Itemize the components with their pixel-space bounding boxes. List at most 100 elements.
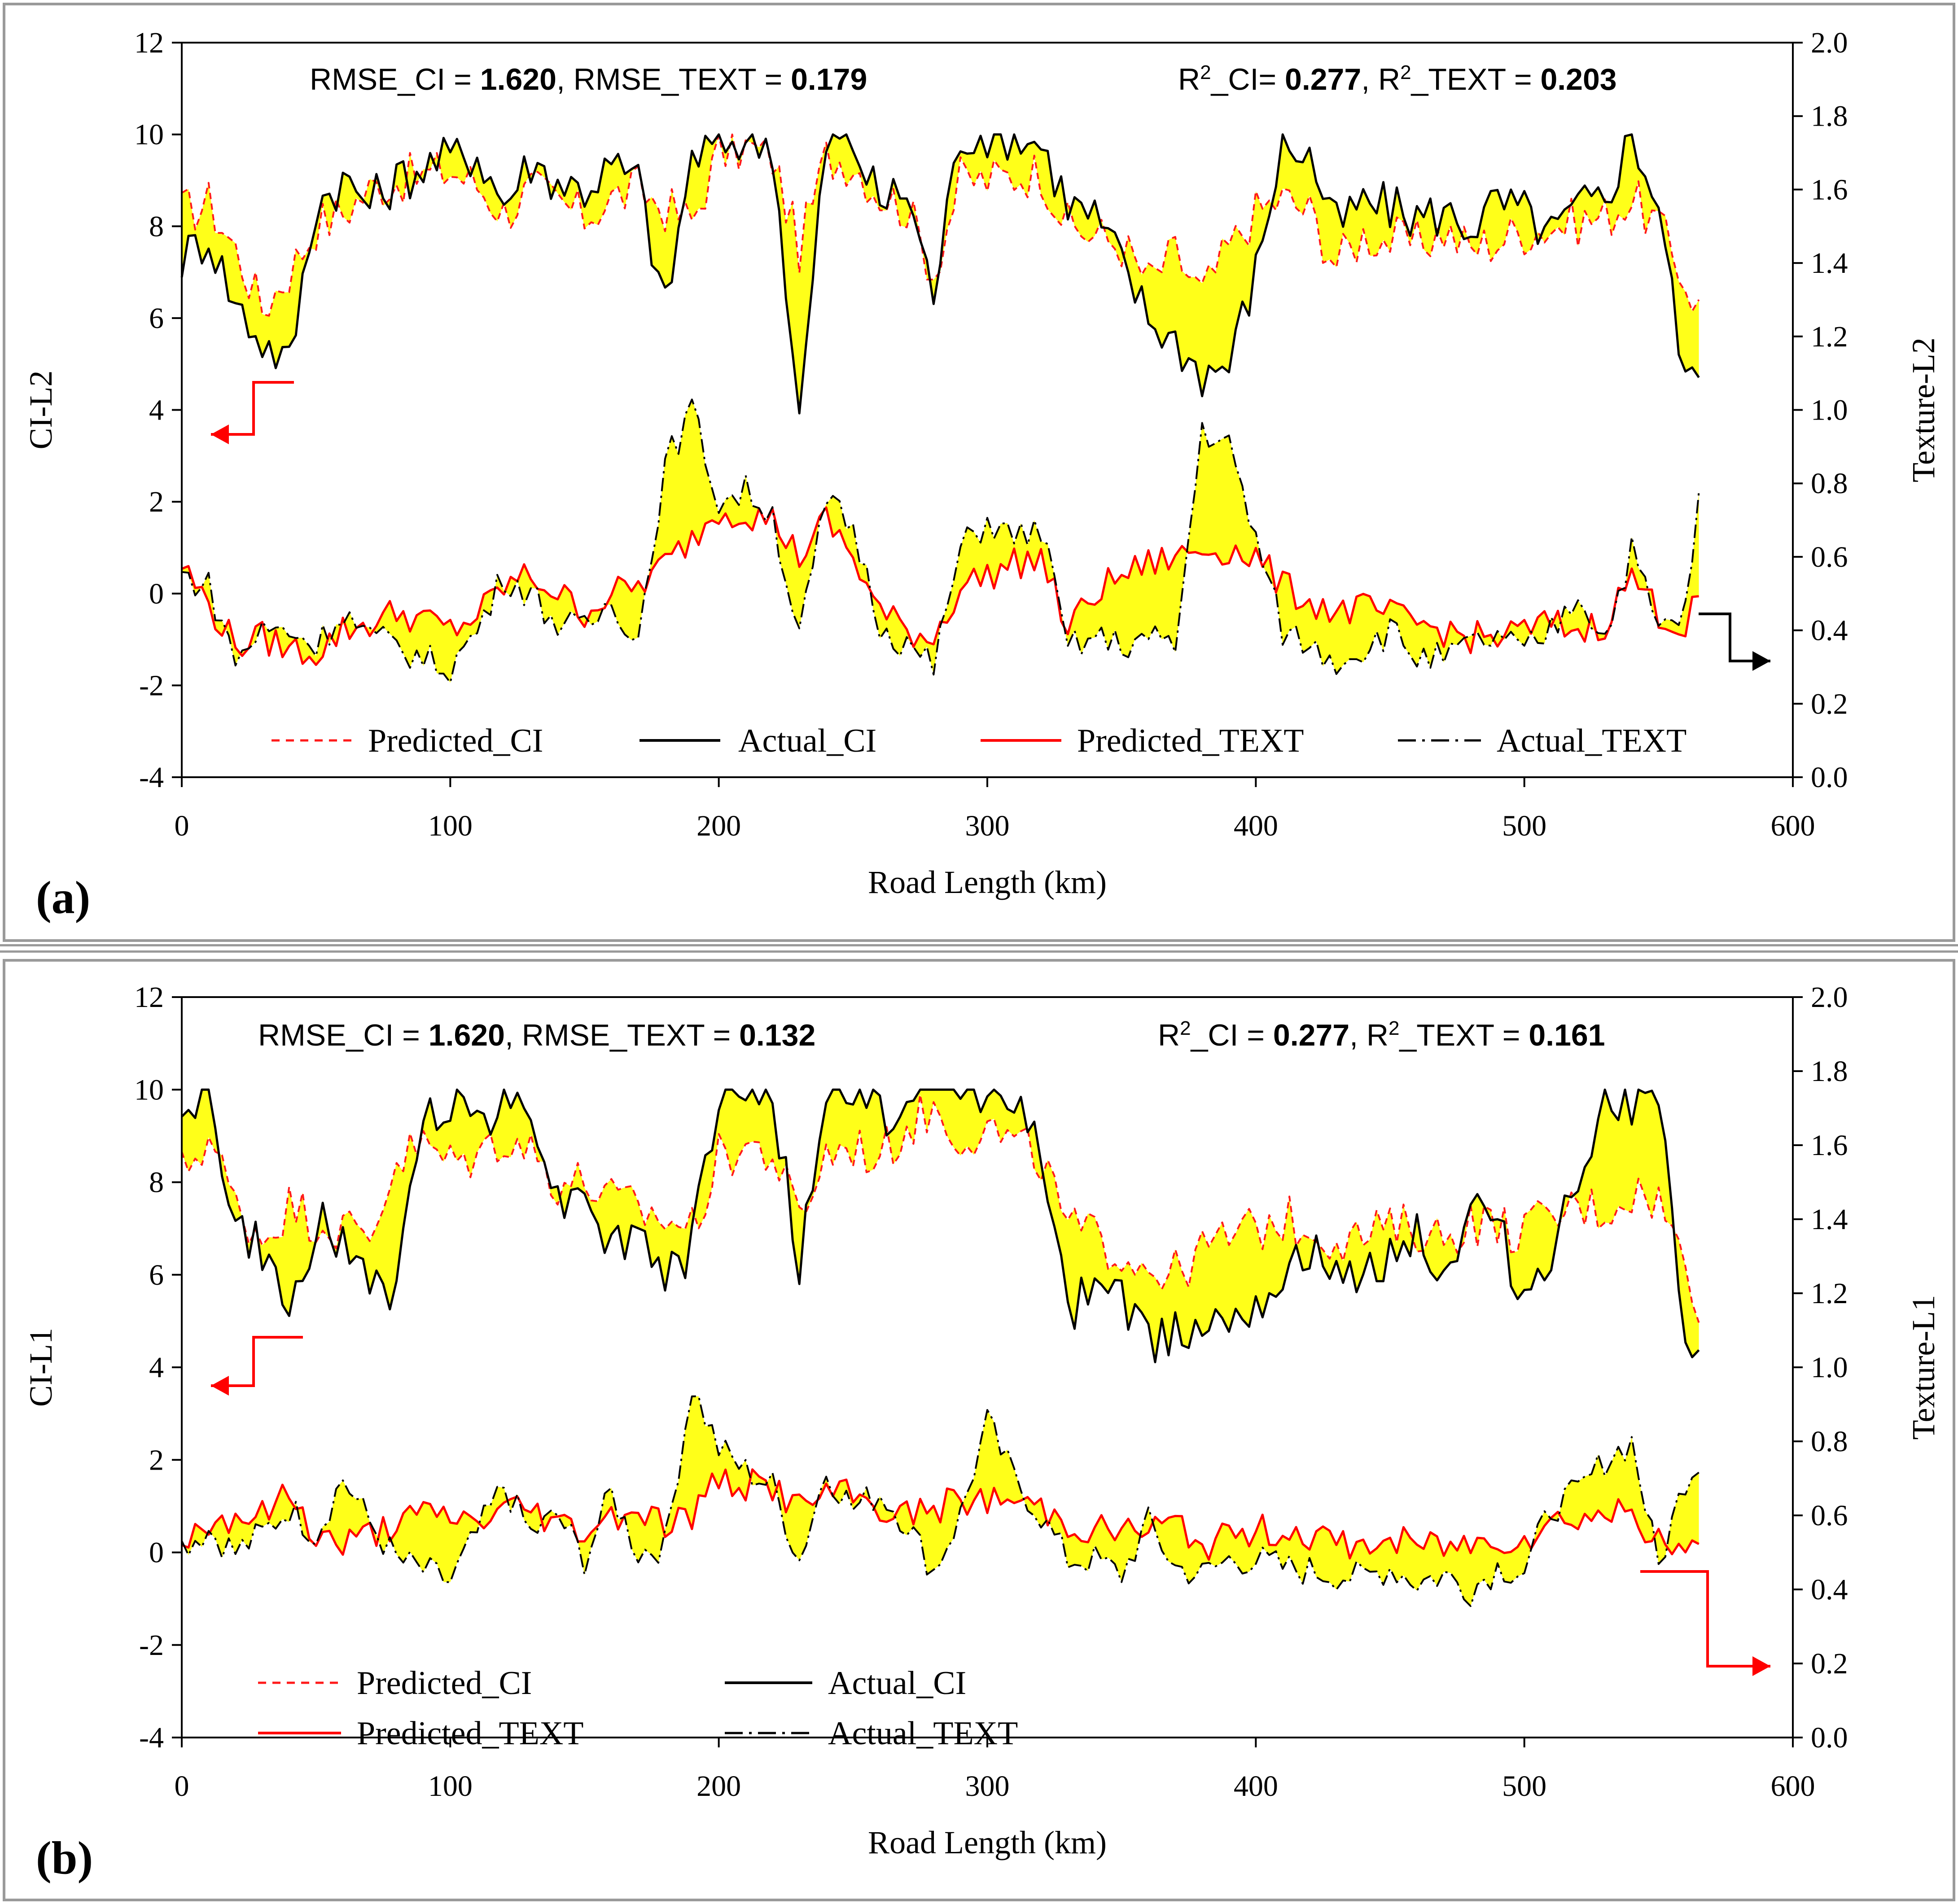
y2-tick-label: 1.4 <box>1811 1203 1848 1236</box>
y-tick-label: 0 <box>149 578 164 610</box>
y2-tick-label: 1.4 <box>1811 247 1848 280</box>
rmse-ci-label: RMSE_CI = <box>310 62 480 96</box>
x-tick-label: 100 <box>428 810 473 842</box>
left-axis-arrow <box>211 1336 303 1387</box>
text-difference-fill <box>182 399 1699 683</box>
predicted-ci-line <box>181 133 1700 317</box>
r2-separator: , <box>1349 1018 1367 1052</box>
r2-ci-superscript: 2 <box>1200 61 1211 83</box>
predicted-text-line <box>181 506 1699 666</box>
rmse-ci-value: 1.620 <box>480 62 556 96</box>
panel-divider-bottom <box>0 950 1958 953</box>
r2-text-label: R <box>1378 62 1400 96</box>
y-tick-label: 4 <box>149 394 164 427</box>
x-tick-label: 500 <box>1502 1770 1546 1803</box>
r2-text-superscript: 2 <box>1400 61 1411 83</box>
x-tick-label: 0 <box>175 1770 189 1803</box>
legend-label: Predicted_TEXT <box>357 1715 584 1752</box>
right-axis-arrow <box>1640 1570 1770 1668</box>
actual-ci-line <box>181 1088 1700 1363</box>
right-axis-arrow <box>1699 613 1770 662</box>
rmse-ci-value: 1.620 <box>429 1018 505 1052</box>
y2-tick-label: 1.8 <box>1811 100 1848 133</box>
y2-tick-label: 0.4 <box>1811 1573 1848 1606</box>
y2-tick-label: 1.6 <box>1811 173 1848 206</box>
actual-text-line <box>181 398 1700 684</box>
chart-panel-b: 0 100 200 300 400 500 600 -4 -2 0 2 4 6 8 10 12 0.0 0.2 0.… <box>23 981 1941 1884</box>
legend-label: Predicted_TEXT <box>1077 722 1304 759</box>
legend-label: Actual_CI <box>738 722 876 759</box>
panel-divider-top <box>0 944 1958 946</box>
y2-tick-label: 0.6 <box>1811 1499 1848 1532</box>
y-tick-label: 2 <box>149 486 164 518</box>
x-tick-label: 500 <box>1502 810 1546 842</box>
y-tick-label: 4 <box>149 1351 164 1384</box>
rmse-text-value: 0.179 <box>791 62 867 96</box>
x-tick-label: 0 <box>175 810 189 842</box>
y2-tick-label: 1.8 <box>1811 1055 1848 1088</box>
left-axis-arrow-head <box>211 1376 229 1396</box>
y2-tick-label: 2.0 <box>1811 26 1848 59</box>
text-difference-fill <box>182 1396 1699 1606</box>
r2-stats: R2_CI= 0.277, R2_TEXT = 0.203 <box>1178 61 1617 97</box>
x-tick-label: 200 <box>696 810 741 842</box>
predicted-text-line <box>181 1468 1700 1561</box>
right-axis-arrow-head <box>1752 651 1770 671</box>
x-tick-label: 300 <box>965 810 1010 842</box>
r2-text-value: 0.203 <box>1540 62 1616 96</box>
ci-difference-fill <box>182 1090 1699 1362</box>
x-tick-label: 400 <box>1234 810 1278 842</box>
y-tick-label: 12 <box>134 26 164 59</box>
rmse-separator: , <box>505 1018 522 1052</box>
ci-difference-fill <box>182 134 1699 414</box>
y-tick-label: 2 <box>149 1444 164 1476</box>
x-axis-title: Road Length (km) <box>868 1825 1107 1860</box>
rmse-text-label: RMSE_TEXT = <box>574 62 791 96</box>
y2-axis-title: Texture-L2 <box>1905 337 1941 482</box>
y2-tick-label: 1.2 <box>1811 320 1848 353</box>
y2-tick-label: 1.6 <box>1811 1129 1848 1162</box>
y2-tick-label: 1.0 <box>1811 394 1848 427</box>
r2-ci-label: R <box>1178 62 1200 96</box>
y2-tick-label: 1.2 <box>1811 1277 1848 1310</box>
chart-panel-a: 0 100 200 300 400 500 600 -4 -2 0 2 4 6 8 10 12 0.0 0.2 0.… <box>23 26 1941 924</box>
y-tick-label: 8 <box>149 1166 164 1199</box>
y-axis-title: CI-L2 <box>23 371 59 450</box>
x-tick-label: 600 <box>1771 810 1815 842</box>
r2-text-label: R <box>1367 1018 1389 1052</box>
y-tick-label: -2 <box>139 669 164 702</box>
y2-tick-label: 0.2 <box>1811 1647 1848 1680</box>
x-tick-label: 400 <box>1234 1770 1278 1803</box>
y-tick-label: -4 <box>139 1721 164 1754</box>
rmse-ci-label: RMSE_CI = <box>258 1018 429 1052</box>
r2-text-value: 0.161 <box>1529 1018 1605 1052</box>
rmse-text-value: 0.132 <box>739 1018 815 1052</box>
r2-text-rest: _TEXT = <box>1410 62 1541 96</box>
y-tick-label: 0 <box>149 1536 164 1569</box>
legend-label: Actual_TEXT <box>828 1715 1018 1752</box>
rmse-text-label: RMSE_TEXT = <box>522 1018 739 1052</box>
legend-label: Predicted_CI <box>357 1665 532 1702</box>
r2-stats: R2_CI = 0.277, R2_TEXT = 0.161 <box>1158 1017 1605 1053</box>
plot-area-frame <box>181 42 1794 778</box>
predicted-ci-line <box>181 1094 1700 1323</box>
y2-tick-label: 0.8 <box>1811 1425 1848 1458</box>
right-axis-arrow-head <box>1752 1656 1770 1676</box>
r2-ci-value: 0.277 <box>1285 62 1361 96</box>
y2-tick-label: 0.0 <box>1811 1721 1848 1754</box>
actual-ci-line <box>180 133 1700 415</box>
r2-ci-rest: _CI= <box>1210 62 1285 96</box>
y-tick-label: 8 <box>149 210 164 243</box>
x-tick-label: 100 <box>428 1770 473 1803</box>
y-tick-label: 12 <box>134 981 164 1014</box>
rmse-stats: RMSE_CI = 1.620, RMSE_TEXT = 0.179 <box>310 62 867 96</box>
x-tick-label: 600 <box>1771 1770 1815 1803</box>
r2-ci-superscript: 2 <box>1180 1017 1191 1039</box>
y2-tick-label: 0.4 <box>1811 614 1848 647</box>
x-tick-label: 200 <box>696 1770 741 1803</box>
x-tick-label: 300 <box>965 1770 1010 1803</box>
y-tick-label: 10 <box>134 1073 164 1106</box>
legend-label: Actual_CI <box>828 1665 966 1702</box>
legend-label: Predicted_CI <box>368 722 543 759</box>
legend-label: Actual_TEXT <box>1497 722 1686 759</box>
